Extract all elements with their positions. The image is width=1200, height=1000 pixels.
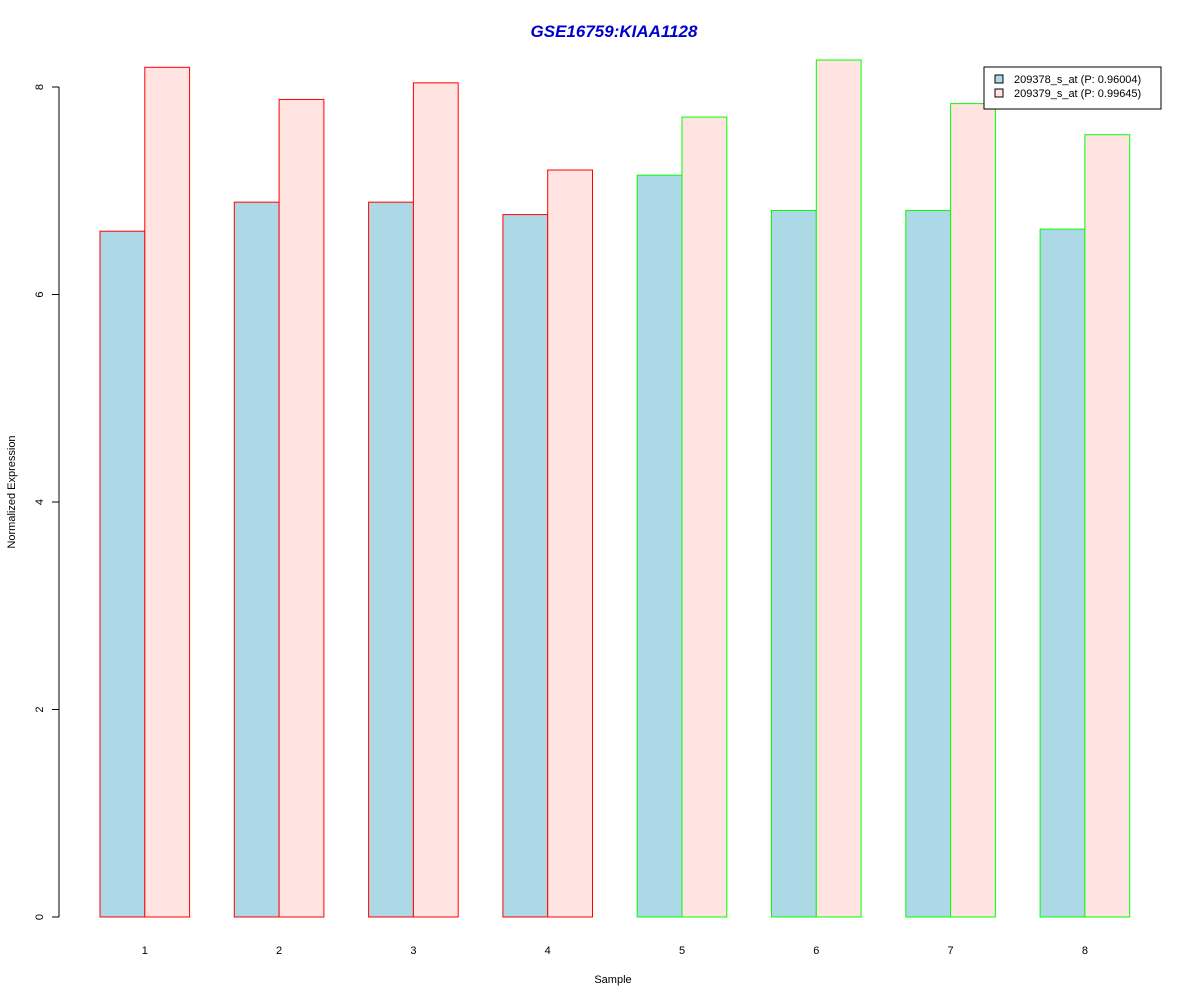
- bar-sample-1-series-2: [144, 66, 191, 918]
- legend-label-series-2: 209379_s_at (P: 0.99645): [1014, 88, 1141, 100]
- chart-title: GSE16759:KIAA1128: [531, 22, 698, 41]
- legend-swatch-series-2: [994, 88, 1004, 98]
- x-tick-label-1: 1: [142, 945, 148, 957]
- x-tick-label-6: 6: [813, 945, 819, 957]
- bar-sample-7-series-2: [950, 103, 996, 918]
- bar-sample-3-series-2: [412, 82, 459, 918]
- y-tick-label-8: 8: [34, 84, 46, 90]
- x-tick-label-4: 4: [545, 945, 551, 957]
- bar-sample-8-series-2: [1084, 134, 1131, 918]
- legend: 209378_s_at (P: 0.96004) 209379_s_at (P: …: [983, 66, 1162, 110]
- y-tick-label-0: 0: [34, 914, 46, 920]
- bar-sample-3-series-1: [368, 201, 414, 918]
- y-axis: 0 2 4 6 8: [34, 84, 60, 920]
- bar-sample-5-series-1: [636, 174, 683, 918]
- bar-sample-7-series-1: [905, 209, 952, 918]
- bar-sample-1-series-1: [99, 230, 146, 918]
- y-axis-label: Normalized Expression: [6, 435, 18, 548]
- legend-label-series-1: 209378_s_at (P: 0.96004): [1014, 74, 1141, 86]
- x-axis: 1 2 3 4 5 6 7 8: [142, 945, 1088, 957]
- bar-sample-2-series-1: [233, 201, 280, 918]
- bar-sample-4-series-1: [502, 214, 549, 918]
- bar-sample-6-series-1: [771, 209, 817, 918]
- y-tick-label-4: 4: [34, 499, 46, 505]
- bars-layer: [99, 59, 1131, 918]
- bar-sample-8-series-1: [1039, 228, 1086, 918]
- x-tick-label-7: 7: [948, 945, 954, 957]
- x-tick-label-5: 5: [679, 945, 685, 957]
- legend-swatch-series-1: [994, 74, 1004, 84]
- x-tick-label-8: 8: [1082, 945, 1088, 957]
- bar-sample-5-series-2: [681, 116, 728, 918]
- x-axis-label: Sample: [594, 974, 631, 986]
- x-tick-label-2: 2: [276, 945, 282, 957]
- legend-box: [983, 66, 1162, 110]
- y-tick-label-6: 6: [34, 291, 46, 297]
- x-tick-label-3: 3: [410, 945, 416, 957]
- y-tick-label-2: 2: [34, 706, 46, 712]
- bar-sample-6-series-2: [815, 59, 862, 918]
- bar-sample-2-series-2: [278, 98, 325, 918]
- bar-sample-4-series-2: [547, 169, 594, 918]
